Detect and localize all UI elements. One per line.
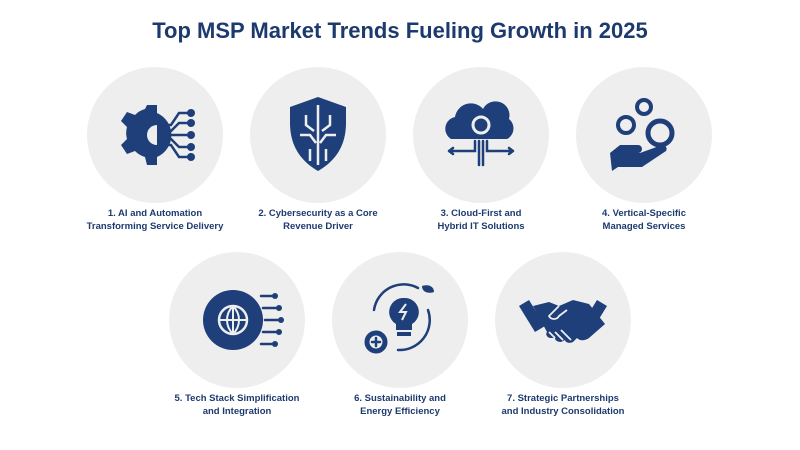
item-label: 7. Strategic Partnerships — [507, 393, 619, 404]
icon-cloud — [445, 101, 515, 167]
icon-globe-gear — [203, 290, 284, 350]
item-label: 5. Tech Stack Simplification — [175, 393, 300, 404]
item-label: Energy Efficiency — [360, 406, 440, 417]
item-label: 2. Cybersecurity as a Core — [258, 208, 377, 219]
item-circle — [576, 67, 712, 203]
icon-bulb — [364, 283, 434, 354]
item-label: Transforming Service Delivery — [87, 221, 224, 232]
item-label: Managed Services — [603, 221, 686, 232]
item-label: 4. Vertical-Specific — [602, 208, 686, 219]
item-label: and Integration — [203, 406, 272, 417]
item-circle — [87, 67, 223, 203]
item-label: Hybrid IT Solutions — [437, 221, 524, 232]
icon-handshake — [519, 300, 607, 343]
item-label: and Industry Consolidation — [502, 406, 625, 417]
title: Top MSP Market Trends Fueling Growth in … — [152, 18, 648, 43]
item-label: 3. Cloud-First and — [441, 208, 522, 219]
icons — [121, 97, 675, 354]
icon-hand — [610, 98, 675, 171]
icon-shield — [290, 97, 346, 171]
item-label: 1. AI and Automation — [108, 208, 202, 219]
item-label: Revenue Driver — [283, 221, 353, 232]
item-label: 6. Sustainability and — [354, 393, 446, 404]
labels: 1. AI and Automation Transforming Service… — [87, 208, 686, 417]
icon-ai — [121, 105, 195, 165]
